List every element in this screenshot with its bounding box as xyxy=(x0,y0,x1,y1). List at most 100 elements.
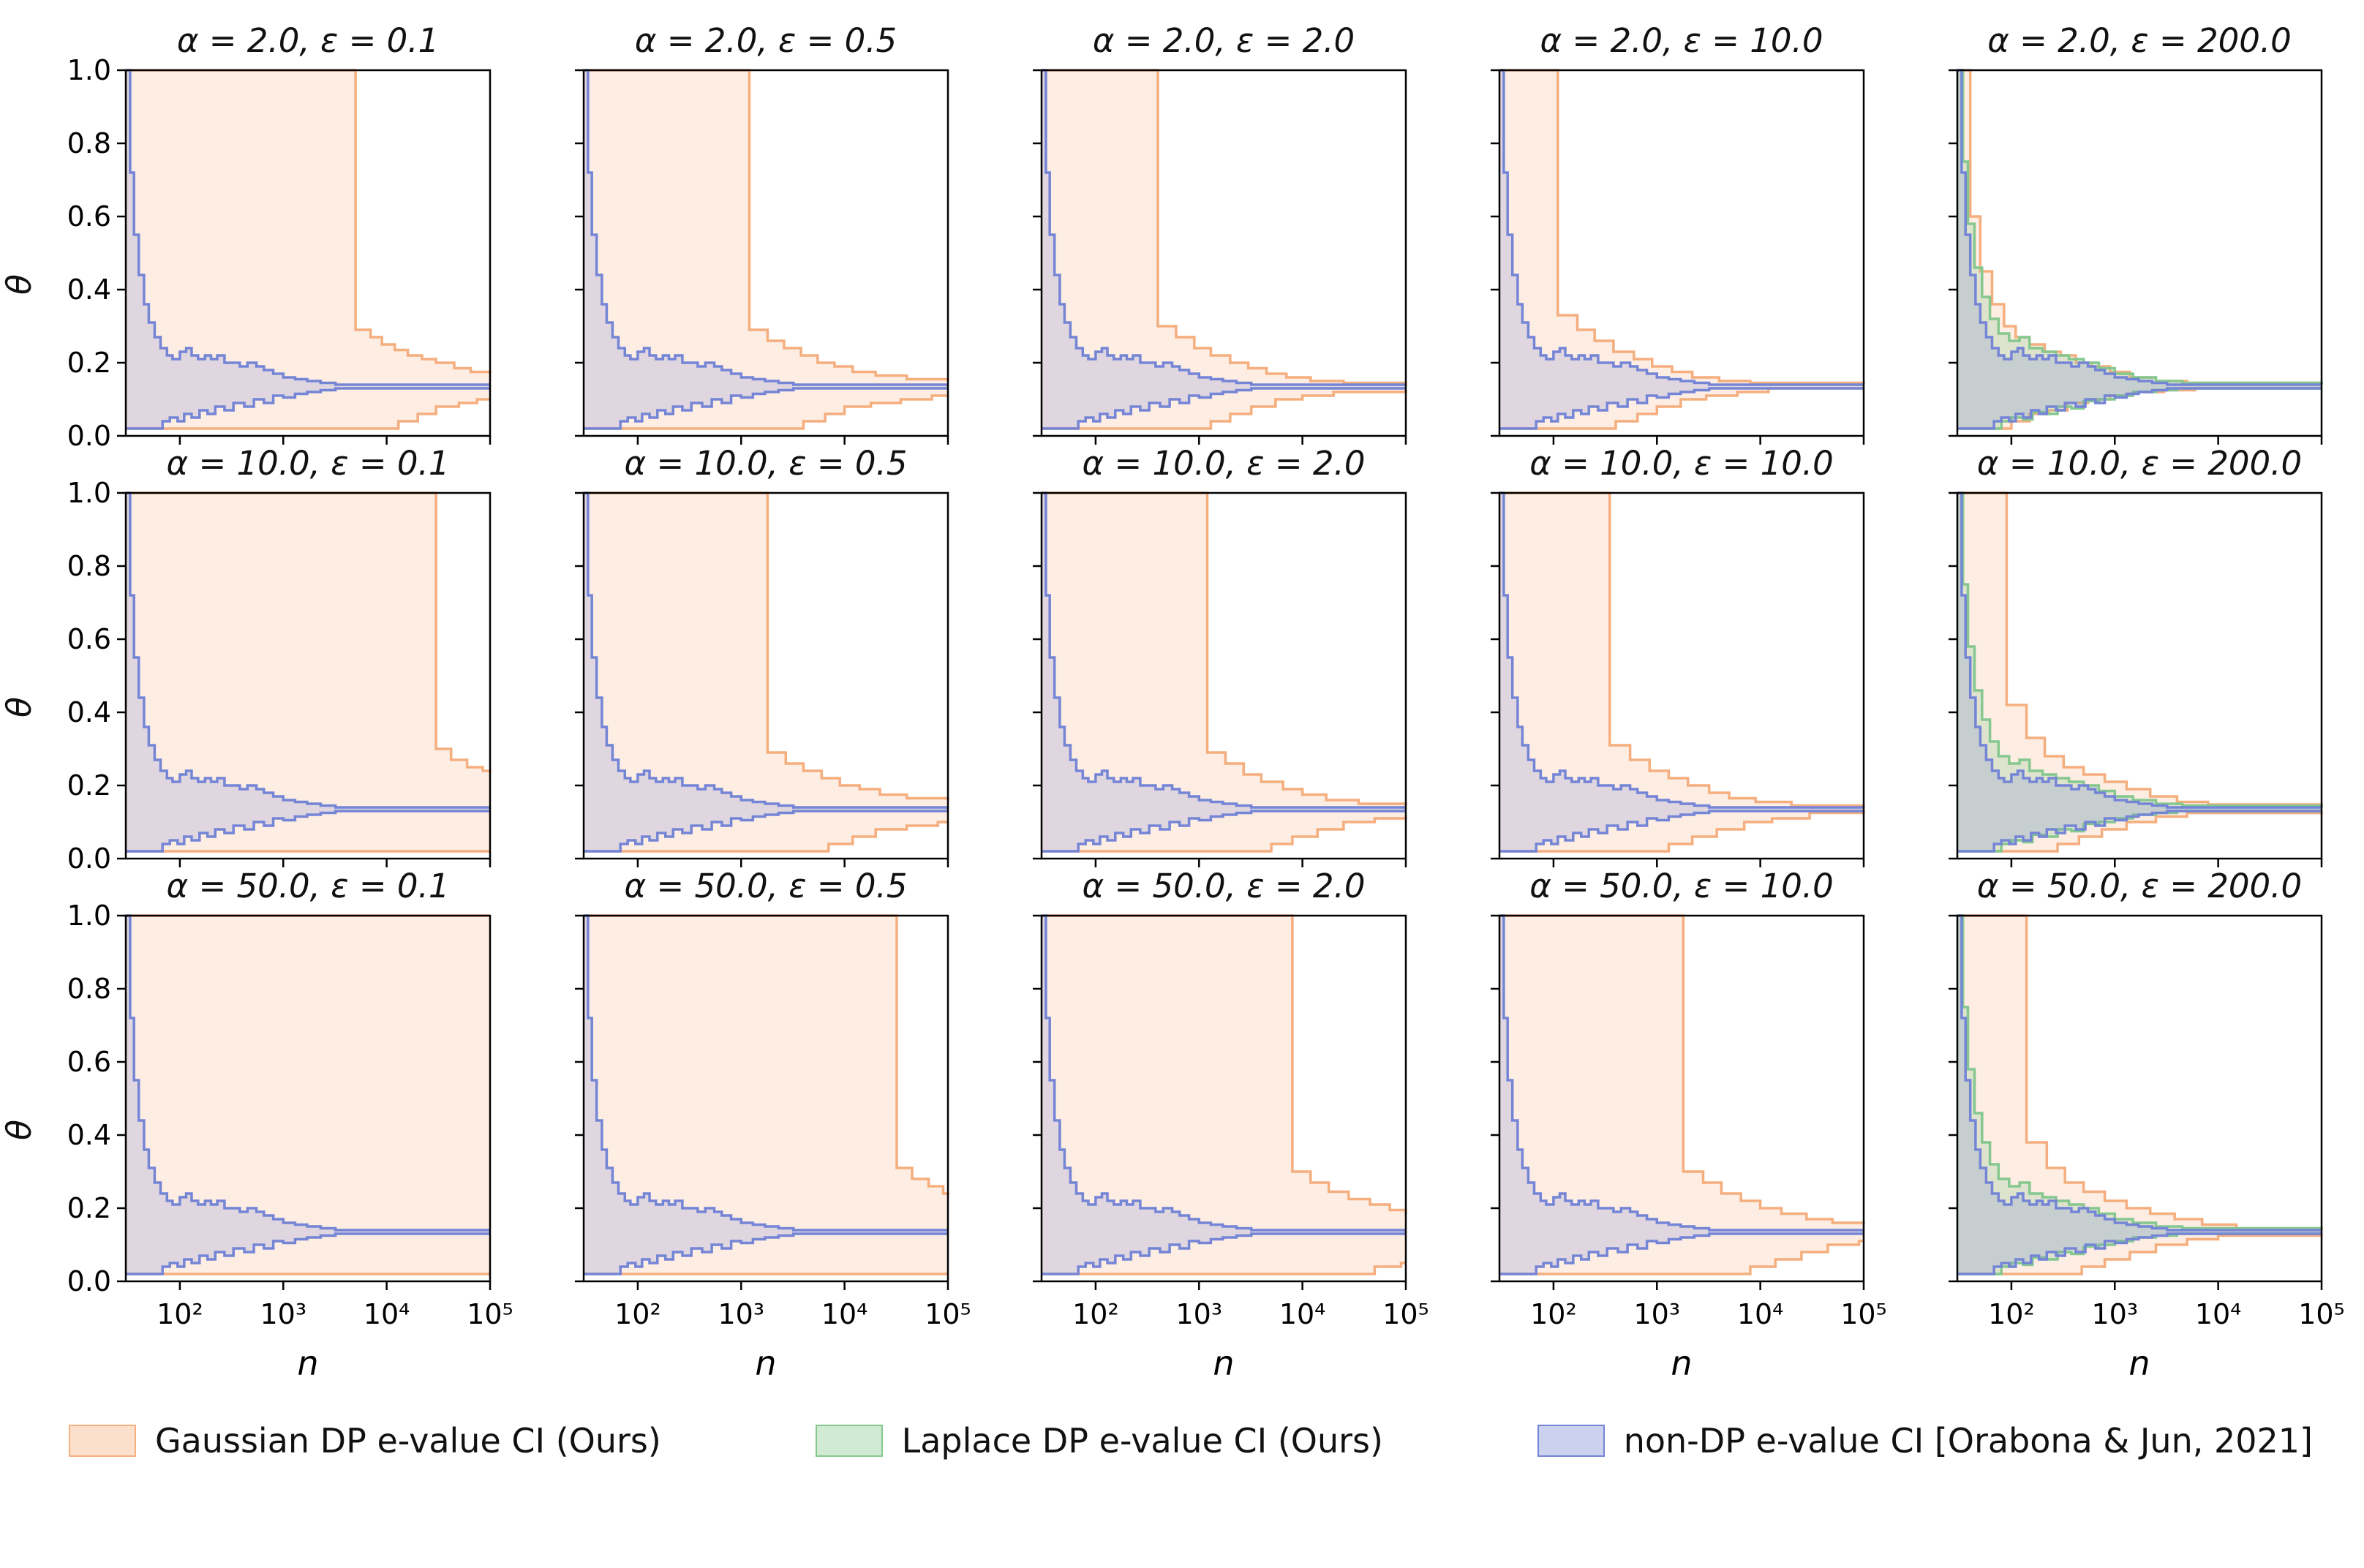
y-axis-gutter: θ xyxy=(0,442,61,864)
gaussian-upper-bound-line xyxy=(584,69,949,381)
subplot-alpha-2-eps-200 xyxy=(1949,69,2323,445)
axes-frame xyxy=(124,69,492,437)
y-axis-label: θ xyxy=(0,696,39,718)
subplot-cell-r3c5: α = 50.0, ε = 200.0 10² 10³ 10⁴ 10⁵ n xyxy=(1893,864,2345,1383)
nondp-upper-bound-line xyxy=(1499,69,1864,386)
laplace-upper-bound-line xyxy=(1957,914,2323,1230)
nondp-lower-bound-line xyxy=(584,1232,948,1275)
y-axis-label: θ xyxy=(0,274,39,295)
nondp-upper-bound-line xyxy=(584,914,948,1232)
nondp-lower-bound-line xyxy=(1957,1232,2322,1275)
nondp-upper-bound-line xyxy=(1499,914,1864,1232)
gaussian-lower-bound-line xyxy=(1957,811,2323,853)
gaussian-lower-bound-line xyxy=(126,398,490,430)
gaussian-ci-region xyxy=(1499,493,1864,851)
laplace-swatch-icon xyxy=(815,1425,883,1457)
subplot-row-3: θ α = 50.0, ε = 0.1 10² 10³ 10⁴ 10⁵ 0.0 0.2 0.4 0… xyxy=(0,864,2364,1383)
x-tick-label: 10⁵ xyxy=(467,1298,513,1330)
nondp-ci-region xyxy=(1957,916,2322,1274)
nondp-upper-bound-line xyxy=(126,69,490,386)
nondp-ci-region xyxy=(126,70,490,429)
gaussian-upper-bound-line xyxy=(1042,69,1407,385)
nondp-lower-bound-line xyxy=(584,387,948,430)
nondp-lower-bound-line xyxy=(1042,387,1406,430)
nondp-lower-bound-line xyxy=(126,1232,490,1275)
gaussian-swatch-icon xyxy=(69,1425,136,1457)
gaussian-upper-bound-line xyxy=(1499,491,1865,807)
subplot-title: α = 50.0, ε = 0.5 xyxy=(624,867,908,905)
nondp-ci-region xyxy=(126,493,490,851)
y-tick-label: 0.0 xyxy=(67,843,111,875)
gaussian-ci-region xyxy=(1957,493,2322,851)
subplot-cell-r3c2: α = 50.0, ε = 0.5 10² 10³ 10⁴ 10⁵ n xyxy=(519,864,971,1383)
gaussian-ci-region xyxy=(126,916,490,1274)
nondp-upper-bound-line xyxy=(1957,914,2322,1232)
gaussian-ci-region xyxy=(584,70,948,429)
subplot-title: α = 10.0, ε = 10.0 xyxy=(1529,444,1834,483)
nondp-ci-region xyxy=(1042,493,1406,851)
subplot-cell-r3c3: α = 50.0, ε = 2.0 10² 10³ 10⁴ 10⁵ n xyxy=(977,864,1429,1383)
y-tick-label: 1.0 xyxy=(67,477,111,509)
nondp-lower-bound-line xyxy=(1499,387,1864,430)
subplot-alpha-50-eps-2: 10² 10³ 10⁴ 10⁵ n xyxy=(1033,914,1429,1383)
nondp-ci-region xyxy=(1042,916,1406,1274)
gaussian-ci-region xyxy=(584,493,948,851)
subplot-alpha-50-eps-10: 10² 10³ 10⁴ 10⁵ n xyxy=(1491,914,1887,1383)
y-tick-label: 0.4 xyxy=(67,274,111,306)
x-tick-label: 10² xyxy=(1072,1298,1119,1330)
subplot-title: α = 10.0, ε = 200.0 xyxy=(1976,444,2303,483)
x-tick-label: 10⁵ xyxy=(2298,1298,2345,1330)
x-tick-label: 10⁴ xyxy=(1279,1298,1326,1330)
y-tick-label: 0.8 xyxy=(67,550,111,582)
x-tick-label: 10⁵ xyxy=(1840,1298,1887,1330)
nondp-lower-bound-line xyxy=(1499,810,1864,853)
gaussian-ci-region xyxy=(126,493,490,851)
subplot-title: α = 50.0, ε = 2.0 xyxy=(1082,867,1366,905)
x-tick-label: 10² xyxy=(614,1298,661,1330)
x-tick-label: 10² xyxy=(1530,1298,1577,1330)
subplot-cell-r3c4: α = 50.0, ε = 10.0 10² 10³ 10⁴ 10⁵ n xyxy=(1435,864,1887,1383)
nondp-ci-region xyxy=(1499,70,1864,429)
subplot-cell-r2c3: α = 10.0, ε = 2.0 xyxy=(977,442,1416,867)
subplot-title: α = 10.0, ε = 0.5 xyxy=(624,444,908,483)
nondp-lower-bound-line xyxy=(584,810,948,853)
x-tick-label: 10⁴ xyxy=(821,1298,868,1330)
legend: Gaussian DP e-value CI (Ours) Laplace DP… xyxy=(10,1421,2364,1460)
x-tick-label: 10³ xyxy=(2091,1298,2138,1330)
subplot-title: α = 50.0, ε = 10.0 xyxy=(1529,867,1834,905)
x-tick-label: 10⁴ xyxy=(1737,1298,1784,1330)
subplot-cell-r1c4: α = 2.0, ε = 10.0 xyxy=(1435,19,1874,445)
y-axis-gutter: θ xyxy=(0,864,61,1287)
subplot-alpha-50-eps-0.1: 10² 10³ 10⁴ 10⁵ 0.0 0.2 0.4 0.6 0.8 1.0 n xyxy=(67,900,513,1383)
y-tick-label: 0.8 xyxy=(67,973,111,1005)
axes-frame xyxy=(1040,914,1407,1283)
y-tick-label: 0.2 xyxy=(67,769,111,802)
gaussian-ci-region xyxy=(1957,70,2322,429)
nondp-upper-bound-line xyxy=(1042,69,1406,386)
nondp-upper-bound-line xyxy=(584,69,948,386)
subplot-cell-r3c1: α = 50.0, ε = 0.1 10² 10³ 10⁴ 10⁵ 0.0 0.2 0.4 0.… xyxy=(61,864,513,1383)
gaussian-ci-region xyxy=(1499,70,1864,429)
subplot-alpha-2-eps-0.1: 0.0 0.2 0.4 0.6 0.8 1.0 xyxy=(67,54,492,452)
y-tick-label: 0.6 xyxy=(67,623,111,655)
axes-frame xyxy=(1498,69,1865,437)
subplot-alpha-10-eps-2 xyxy=(1033,491,1407,867)
legend-item-gaussian: Gaussian DP e-value CI (Ours) xyxy=(69,1421,661,1460)
subplot-cell-r2c1: α = 10.0, ε = 0.1 0.0 0.2 0.4 0.6 0.8 1.0 xyxy=(61,442,500,875)
x-tick-label: 10³ xyxy=(260,1298,306,1330)
subplot-alpha-2-eps-0.5 xyxy=(575,69,949,445)
x-axis-label: n xyxy=(1213,1343,1234,1383)
nondp-upper-bound-line xyxy=(584,491,948,809)
x-axis-label: n xyxy=(1671,1343,1692,1383)
nondp-lower-bound-line xyxy=(1499,1232,1864,1275)
x-tick-label: 10⁵ xyxy=(1382,1298,1429,1330)
nondp-ci-region xyxy=(1957,493,2322,851)
nondp-upper-bound-line xyxy=(126,914,490,1232)
subplot-alpha-50-eps-0.5: 10² 10³ 10⁴ 10⁵ n xyxy=(575,914,971,1383)
gaussian-upper-bound-line xyxy=(1499,914,1865,1225)
nondp-ci-region xyxy=(1042,70,1406,429)
nondp-ci-region xyxy=(1499,916,1864,1274)
